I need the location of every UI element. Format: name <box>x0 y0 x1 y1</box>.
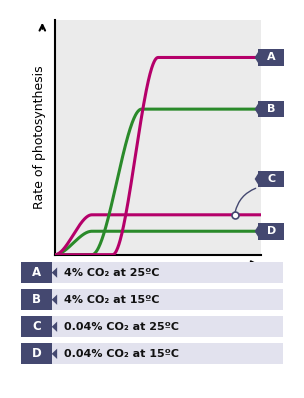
Text: B: B <box>32 293 41 306</box>
Y-axis label: Rate of photosynthesis: Rate of photosynthesis <box>33 66 47 209</box>
Text: D: D <box>32 347 41 360</box>
Text: 0.04% CO₂ at 15ºC: 0.04% CO₂ at 15ºC <box>64 349 179 359</box>
Text: 4% CO₂ at 15ºC: 4% CO₂ at 15ºC <box>64 295 159 305</box>
Text: D: D <box>267 226 276 236</box>
Text: 0.04% CO₂ at 25ºC: 0.04% CO₂ at 25ºC <box>64 322 179 332</box>
X-axis label: Light intensity: Light intensity <box>113 263 203 276</box>
Text: C: C <box>267 174 275 184</box>
Text: A: A <box>267 53 275 62</box>
Text: 4% CO₂ at 25ºC: 4% CO₂ at 25ºC <box>64 267 159 278</box>
Text: C: C <box>32 320 41 333</box>
Text: B: B <box>267 104 275 114</box>
Text: A: A <box>32 266 41 279</box>
